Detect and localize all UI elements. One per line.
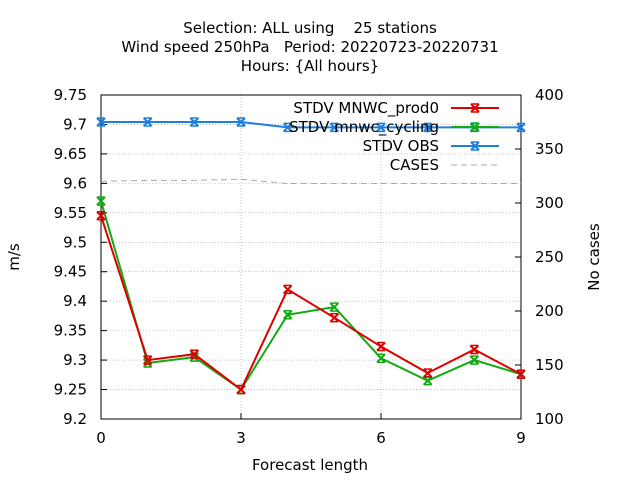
series-layer	[96, 117, 526, 395]
data-point-stdv-mnwc-prod0	[96, 211, 106, 221]
y-tick-label: 9.7	[63, 115, 87, 133]
y2-tick-label: 250	[535, 248, 564, 266]
plot-frame	[100, 94, 522, 420]
x-tick-label: 0	[96, 429, 106, 447]
x-tick-label: 3	[236, 429, 246, 447]
y2-tick-label: 100	[535, 410, 564, 428]
data-point-stdv-mnwc-prod0	[329, 312, 340, 323]
data-point-stdv-mnwc-prod0	[189, 349, 200, 359]
y-tick-label: 9.6	[63, 174, 87, 192]
y2-tick-label: 150	[535, 356, 564, 374]
chart-title: Selection: ALL using 25 stations Wind sp…	[121, 19, 498, 75]
data-point-stdv-mnwc-prod0	[282, 284, 293, 295]
series-line-stdv-mnwc-cycling	[100, 200, 522, 391]
data-point-stdv-mnwc-cycling	[329, 302, 340, 312]
data-point-stdv-mnwc-prod0	[516, 369, 526, 379]
y-tick-label: 9.65	[54, 145, 87, 163]
data-point-stdv-mnwc-cycling	[96, 196, 106, 206]
legend-marker-stdv-mnwc-prod0	[470, 103, 480, 113]
y2-axis-label: No cases	[585, 223, 603, 291]
data-point-stdv-mnwc-prod0	[236, 384, 246, 395]
y-tick-label: 9.35	[54, 322, 87, 340]
data-point-stdv-obs	[422, 122, 433, 133]
y-tick-label: 9.45	[54, 263, 87, 281]
data-point-stdv-obs	[96, 117, 106, 127]
data-point-stdv-mnwc-cycling	[376, 353, 386, 364]
data-point-stdv-obs	[189, 117, 200, 127]
y2-tick-label: 400	[535, 86, 564, 104]
data-point-stdv-obs	[376, 122, 386, 133]
data-point-stdv-mnwc-cycling	[282, 309, 293, 320]
y-tick-label: 9.75	[54, 86, 87, 104]
y2-tick-label: 350	[535, 140, 564, 158]
data-point-stdv-obs	[282, 122, 293, 133]
y-tick-label: 9.3	[63, 351, 87, 369]
x-tick-label: 9	[516, 429, 526, 447]
x-tick-label: 6	[376, 429, 386, 447]
grid	[101, 95, 521, 419]
y-axis-label: m/s	[5, 243, 23, 271]
data-point-stdv-mnwc-prod0	[422, 368, 433, 378]
y-tick-label: 9.25	[54, 381, 87, 399]
title-line-1: Selection: ALL using 25 stations	[183, 19, 437, 37]
data-point-stdv-obs	[516, 122, 526, 133]
y-tick-label: 9.2	[63, 410, 87, 428]
data-point-stdv-obs	[142, 117, 153, 127]
legend-label-stdv-obs: STDV OBS	[363, 137, 439, 155]
legend-marker-stdv-obs	[470, 141, 480, 151]
data-point-stdv-mnwc-prod0	[376, 341, 386, 352]
y-tick-label: 9.4	[63, 292, 87, 310]
legend-label-stdv-mnwc-prod0: STDV MNWC_prod0	[293, 99, 439, 118]
axes: 9.2 9.25 9.3 9.35 9.4 9.45 9.5 9.55 9.6 9.65 9.7 9.…	[54, 86, 564, 447]
data-point-stdv-mnwc-prod0	[142, 355, 153, 365]
series-line-stdv-mnwc-prod0	[100, 215, 522, 392]
legend-label-cases: CASES	[390, 156, 439, 174]
legend-marker-stdv-mnwc-cycling	[470, 122, 480, 132]
data-point-stdv-mnwc-prod0	[469, 344, 480, 355]
x-axis-label: Forecast length	[252, 456, 368, 474]
y-tick-label: 9.5	[63, 233, 87, 251]
y-tick-label: 9.55	[54, 204, 87, 222]
y2-tick-label: 200	[535, 302, 564, 320]
data-point-stdv-obs	[236, 117, 246, 127]
y2-tick-label: 300	[535, 194, 564, 212]
title-line-2: Wind speed 250hPa Period: 20220723-20220…	[121, 38, 498, 56]
data-point-stdv-obs	[329, 122, 340, 133]
data-point-stdv-mnwc-cycling	[422, 375, 433, 386]
data-point-stdv-mnwc-cycling	[469, 355, 480, 365]
title-line-3: Hours: {All hours}	[241, 57, 379, 75]
series-line-cases	[100, 178, 521, 185]
legend-label-stdv-mnwc-cycling: STDV mnwc_cycling	[289, 118, 439, 137]
